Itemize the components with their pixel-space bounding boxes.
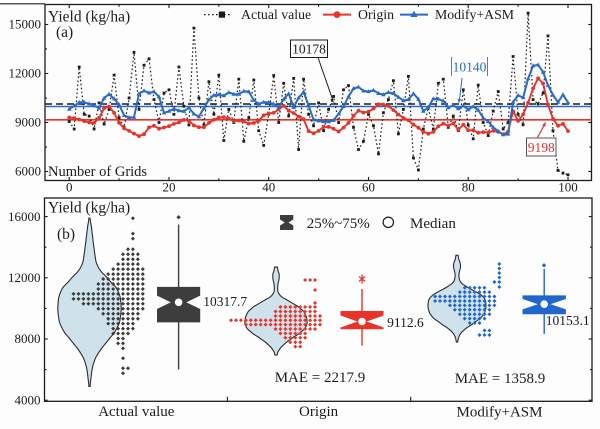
svg-text:80: 80: [462, 180, 475, 195]
svg-text:MAE = 1358.9: MAE = 1358.9: [455, 371, 546, 387]
svg-text:Yield (kg/ha): Yield (kg/ha): [48, 9, 130, 26]
svg-text:0: 0: [66, 180, 73, 195]
svg-text:15000: 15000: [9, 17, 42, 32]
svg-text:12000: 12000: [9, 66, 42, 81]
svg-text:Yield (kg/ha): Yield (kg/ha): [48, 200, 130, 217]
svg-text:9000: 9000: [15, 115, 41, 130]
svg-text:Actual value: Actual value: [241, 7, 311, 22]
svg-text:Actual value: Actual value: [98, 404, 175, 420]
svg-text:Modify+ASM: Modify+ASM: [457, 405, 543, 421]
svg-text:40: 40: [262, 180, 275, 195]
svg-text:10140: 10140: [453, 60, 487, 75]
svg-text:4000: 4000: [15, 392, 41, 407]
svg-text:10317.7: 10317.7: [203, 294, 247, 309]
svg-text:16000: 16000: [8, 209, 41, 224]
svg-text:(a): (a): [56, 24, 73, 41]
svg-text:Modify+ASM: Modify+ASM: [435, 7, 514, 22]
svg-text:60: 60: [362, 180, 375, 195]
svg-text:Number of Grids: Number of Grids: [48, 164, 147, 180]
svg-text:9112.6: 9112.6: [387, 315, 424, 330]
svg-text:9198: 9198: [528, 140, 555, 155]
svg-text:10178: 10178: [292, 42, 326, 57]
svg-text:MAE = 2217.9: MAE = 2217.9: [275, 370, 366, 386]
svg-text:12000: 12000: [8, 270, 41, 285]
svg-text:Origin: Origin: [299, 404, 339, 420]
svg-text:6000: 6000: [15, 164, 41, 179]
svg-text:100: 100: [558, 180, 578, 195]
svg-text:25%~75%: 25%~75%: [307, 216, 370, 232]
svg-text:Origin: Origin: [358, 7, 394, 22]
svg-text:(b): (b): [57, 226, 75, 243]
svg-text:8000: 8000: [15, 331, 41, 346]
svg-text:10153.1: 10153.1: [546, 313, 590, 328]
svg-text:Median: Median: [410, 216, 456, 232]
svg-text:20: 20: [163, 180, 176, 195]
